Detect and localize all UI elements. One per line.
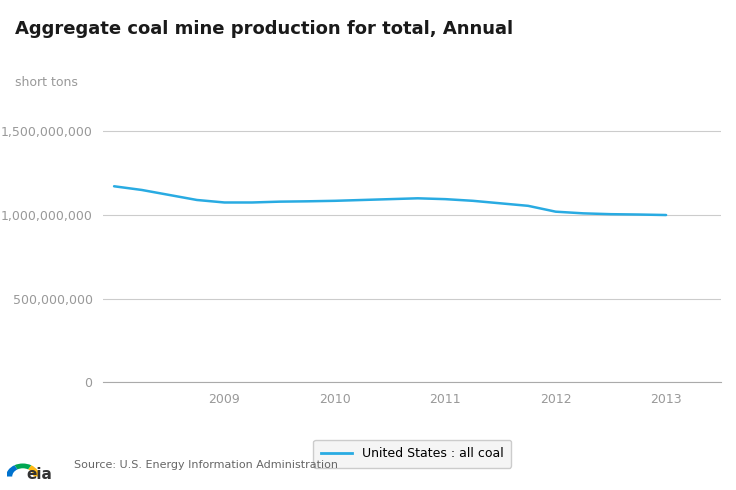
Wedge shape [28,465,40,476]
Text: Aggregate coal mine production for total, Annual: Aggregate coal mine production for total… [15,20,513,38]
Wedge shape [6,465,18,476]
Wedge shape [15,464,31,469]
Text: eia: eia [26,467,52,482]
Legend: United States : all coal: United States : all coal [313,440,512,467]
Text: short tons: short tons [15,76,77,89]
Text: Source: U.S. Energy Information Administration: Source: U.S. Energy Information Administ… [74,461,338,470]
